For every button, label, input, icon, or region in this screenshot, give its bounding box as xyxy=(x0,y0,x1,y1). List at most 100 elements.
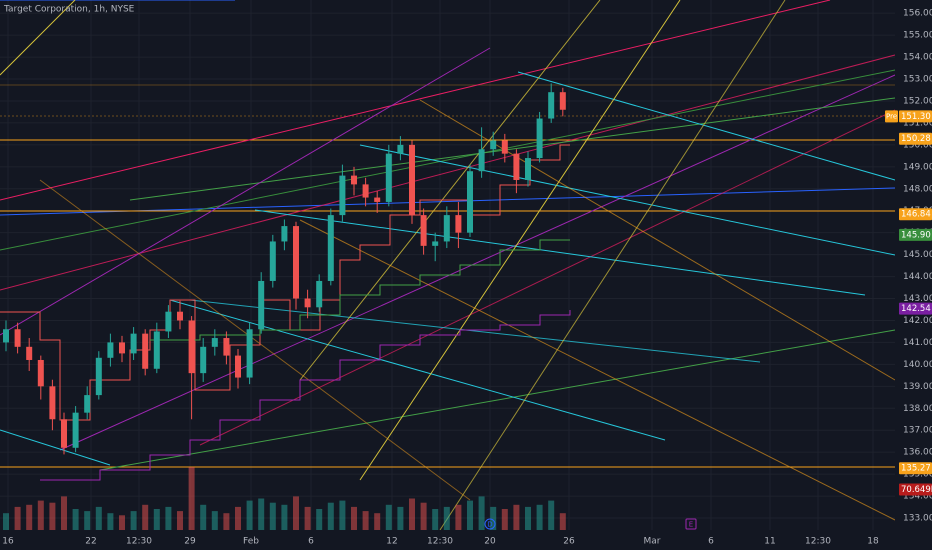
volume-bar xyxy=(26,504,33,530)
event-label: E xyxy=(689,521,693,529)
candles xyxy=(3,83,566,455)
candle-body xyxy=(443,215,450,242)
volume-bar xyxy=(455,504,462,530)
trend-line xyxy=(199,109,896,446)
grid xyxy=(0,0,895,530)
candle-body xyxy=(432,241,439,246)
volume-bar xyxy=(269,502,276,530)
candle-body xyxy=(467,171,473,233)
x-tick-label: 12 xyxy=(386,537,397,547)
trend-line xyxy=(189,299,761,363)
candle-body xyxy=(165,311,172,332)
indicator-line xyxy=(0,144,570,421)
trend-line xyxy=(169,299,666,441)
price-tag xyxy=(899,110,932,123)
indicator-line xyxy=(40,310,571,481)
volume-bar xyxy=(281,504,288,530)
y-tick-label: 144.00 xyxy=(903,272,932,282)
candle-body xyxy=(37,359,44,387)
x-tick-label: 12:30 xyxy=(805,537,831,547)
y-tick-label: 135.00 xyxy=(903,470,932,480)
price-tag xyxy=(899,483,932,496)
volume-bar xyxy=(130,511,137,530)
y-tick-label: 145.00 xyxy=(903,250,932,260)
volume-bar xyxy=(397,506,404,530)
candle-body xyxy=(153,331,160,369)
candle-body xyxy=(420,215,427,246)
trend-line xyxy=(517,71,896,181)
candle-body xyxy=(246,329,253,378)
volume-bar xyxy=(200,504,207,530)
candle-body xyxy=(304,298,311,308)
trend-line xyxy=(299,0,601,381)
volume-bar xyxy=(420,502,427,530)
price-tag-label: 150.28 xyxy=(901,134,931,144)
indicator-line xyxy=(150,239,570,341)
candle-body xyxy=(559,92,566,110)
candle-body xyxy=(3,329,9,343)
x-tick-label: 20 xyxy=(484,537,496,547)
candle-body xyxy=(235,355,241,378)
volume-bar xyxy=(258,498,265,530)
volume-bar xyxy=(525,506,531,530)
x-tick-label: 29 xyxy=(184,537,196,547)
volume-bar xyxy=(211,511,218,530)
candle-body xyxy=(501,140,508,154)
price-tag-prefix xyxy=(885,110,898,123)
volume-bar xyxy=(559,513,566,530)
price-tag-label: 135.27 xyxy=(901,464,931,474)
y-tick-label: 156.00 xyxy=(903,9,932,19)
volume-bar xyxy=(478,496,485,530)
x-tick-label: 11 xyxy=(764,537,775,547)
volume-bar xyxy=(374,513,381,530)
x-tick-label: Feb xyxy=(243,537,259,547)
event-marker xyxy=(685,518,697,530)
event-marker xyxy=(484,518,496,530)
candle-body xyxy=(339,175,346,216)
volume-bar xyxy=(246,500,253,530)
candle-body xyxy=(211,338,218,347)
candle-body xyxy=(49,386,56,420)
trend-line xyxy=(439,0,786,531)
y-tick-label: 150.00 xyxy=(903,140,932,150)
volume-bar xyxy=(467,500,473,530)
candle-body xyxy=(200,346,207,374)
y-tick-label: 153.00 xyxy=(903,75,932,85)
y-tick-label: 137.00 xyxy=(903,426,932,436)
candle-body xyxy=(269,241,276,281)
volume-bar xyxy=(409,498,415,530)
price-tag-label: 151.30 xyxy=(901,112,931,122)
y-tick-label: 136.00 xyxy=(903,448,932,458)
candle-body xyxy=(84,395,91,413)
trend-line xyxy=(59,74,896,451)
volume-bar xyxy=(339,500,346,530)
candle-body xyxy=(536,118,543,159)
candle-body xyxy=(107,342,114,358)
volume-bar xyxy=(235,506,241,530)
chart-title: Target Corporation, 1h, NYSE xyxy=(3,5,135,15)
y-tick-label: 140.00 xyxy=(903,360,932,370)
volume-bar xyxy=(177,511,183,530)
candle-body xyxy=(362,184,369,198)
y-tick-label: 154.00 xyxy=(903,53,932,63)
trend-line xyxy=(129,97,896,201)
candle-body xyxy=(258,280,265,330)
price-tag xyxy=(899,132,932,145)
candle-body xyxy=(281,226,288,242)
trend-line xyxy=(39,179,471,501)
x-tick-label: 22 xyxy=(85,537,96,547)
price-tag-label: 142.54 xyxy=(901,304,931,314)
candle-body xyxy=(130,333,137,354)
candle-body xyxy=(316,280,323,308)
volume-bar xyxy=(119,515,125,530)
volume-bar xyxy=(385,504,392,530)
volume-bar xyxy=(14,506,21,530)
candle-body xyxy=(525,158,531,180)
trend-line xyxy=(419,99,896,381)
y-tick-label: 149.00 xyxy=(903,162,932,172)
drawings xyxy=(0,0,896,531)
x-tick-label: 16 xyxy=(2,537,14,547)
volume-bar xyxy=(316,509,323,530)
y-tick-label: 148.00 xyxy=(903,184,932,194)
